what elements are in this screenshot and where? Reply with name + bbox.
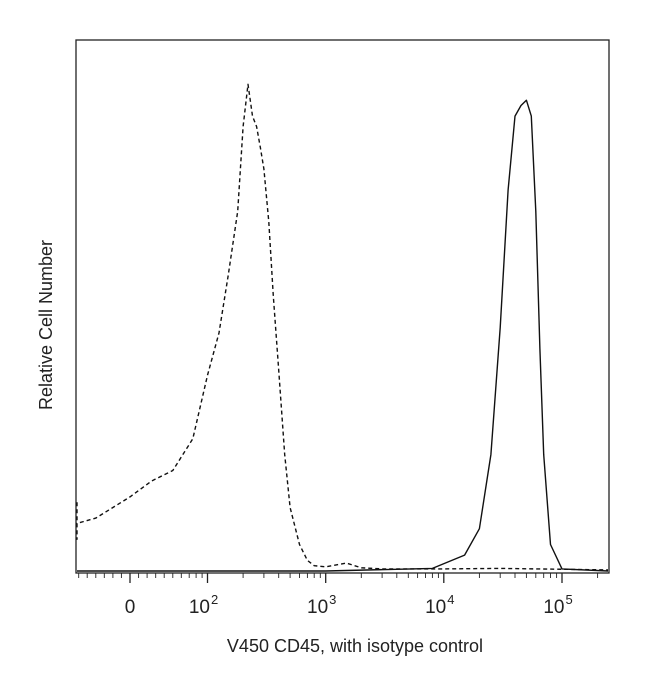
series-layer [76,83,609,572]
x-tick-label: 103 [307,592,336,618]
x-tick-label: 104 [425,592,454,618]
plot-frame [75,39,610,574]
cd45-series-line [77,99,609,572]
x-axis-ticks [78,573,599,583]
x-axis-tick-labels: 0 102 103 104 105 [125,592,573,618]
isotype-control-series-line [76,83,609,571]
x-tick-label: 0 [125,597,136,618]
x-axis-label: V450 CD45, with isotype control [227,636,483,656]
y-axis-label: Relative Cell Number [36,240,56,410]
x-tick-label: 102 [189,592,218,618]
x-tick-label: 105 [543,592,572,618]
